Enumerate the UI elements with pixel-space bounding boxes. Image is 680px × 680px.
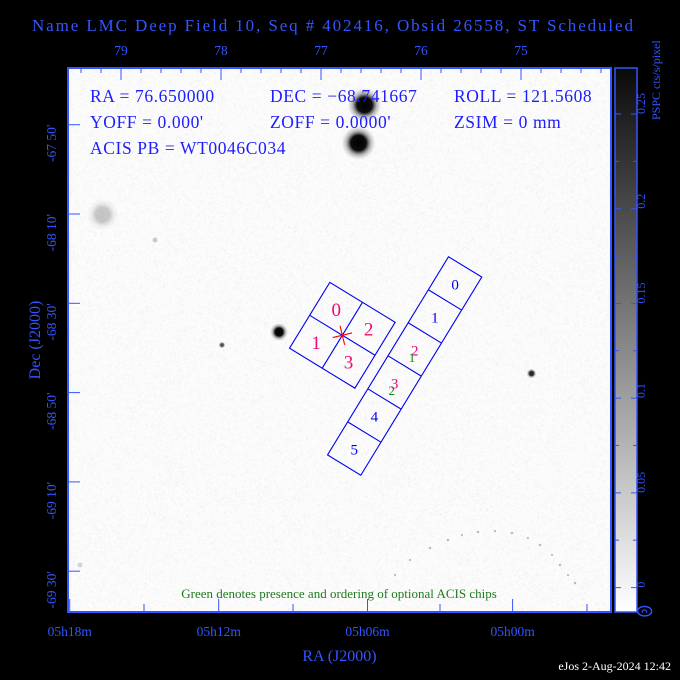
svg-text:-69 10': -69 10': [44, 482, 59, 519]
svg-text:75: 75: [514, 43, 528, 58]
svg-text:-68 10': -68 10': [44, 214, 59, 251]
svg-text:-68 30': -68 30': [44, 303, 59, 340]
svg-text:76: 76: [414, 43, 428, 58]
svg-text:0: 0: [451, 277, 459, 293]
svg-text:Name LMC Deep Field 10, Seq #: Name LMC Deep Field 10, Seq # 402416, Ob…: [32, 16, 635, 35]
svg-text:ZSIM = 0 mm: ZSIM = 0 mm: [454, 112, 561, 132]
svg-text:RA (J2000): RA (J2000): [302, 648, 376, 665]
svg-text:05h12m: 05h12m: [197, 624, 242, 639]
svg-text:Dec (J2000): Dec (J2000): [27, 301, 44, 380]
svg-text:YOFF = 0.000': YOFF = 0.000': [90, 112, 204, 132]
svg-text:eJos 2-Aug-2024 12:42: eJos 2-Aug-2024 12:42: [558, 659, 671, 673]
svg-text:0.25: 0.25: [634, 93, 648, 114]
svg-text:ROLL = 121.5608: ROLL = 121.5608: [454, 86, 592, 106]
svg-text:2: 2: [364, 320, 374, 341]
svg-text:0: 0: [331, 300, 341, 321]
svg-text:-69 30': -69 30': [44, 571, 59, 608]
svg-text:PSPC cts/s/pixel: PSPC cts/s/pixel: [649, 40, 663, 120]
svg-text:0.2: 0.2: [634, 194, 648, 209]
svg-text:77: 77: [314, 43, 328, 58]
svg-text:ACIS PB = WT0046C034: ACIS PB = WT0046C034: [90, 138, 286, 158]
svg-text:1: 1: [409, 350, 416, 365]
svg-text:05h06m: 05h06m: [345, 624, 390, 639]
svg-text:1: 1: [311, 333, 321, 354]
svg-text:0.15: 0.15: [634, 282, 648, 303]
svg-text:79: 79: [114, 43, 128, 58]
svg-text:1: 1: [431, 310, 439, 326]
svg-text:ZOFF = 0.0000': ZOFF = 0.0000': [270, 112, 391, 132]
svg-text:05h18m: 05h18m: [48, 624, 93, 639]
svg-text:0.05: 0.05: [634, 472, 648, 493]
svg-text:DEC = −68.741667: DEC = −68.741667: [270, 86, 417, 106]
svg-text:05h00m: 05h00m: [490, 624, 535, 639]
svg-text:Green denotes presence and ord: Green denotes presence and ordering of o…: [181, 586, 497, 601]
svg-text:78: 78: [214, 43, 228, 58]
svg-text:0.1: 0.1: [634, 383, 648, 398]
svg-text:2: 2: [389, 383, 396, 398]
svg-text:-67 50': -67 50': [44, 125, 59, 162]
svg-text:3: 3: [344, 353, 354, 374]
svg-text:5: 5: [350, 443, 358, 459]
svg-text:-68 50': -68 50': [44, 393, 59, 430]
svg-text:4: 4: [371, 410, 379, 426]
svg-text:0: 0: [634, 582, 648, 588]
svg-text:RA = 76.650000: RA = 76.650000: [90, 86, 215, 106]
